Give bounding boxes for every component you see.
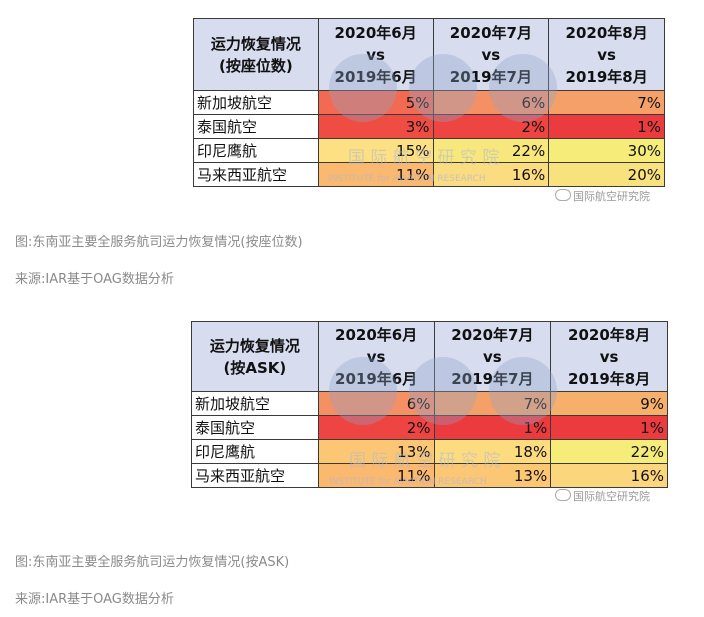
header-col-jun: 2020年6月 vs 2019年6月 — [317, 18, 434, 91]
airline-name: 新加坡航空 — [193, 90, 319, 115]
value-cell: 5% — [317, 90, 434, 115]
table: 运力恢复情况 (按ASK) 2020年6月 vs 2019年6月 2020年7月… — [191, 321, 668, 488]
table-row: 印尼鹰航 15% 22% 30% — [193, 138, 665, 163]
brand-mark: 国际航空研究院 — [555, 488, 650, 504]
value-cell: 6% — [432, 90, 550, 115]
table-row: 泰国航空 2% 1% 1% — [191, 415, 668, 440]
header-col-aug: 2020年8月 vs 2019年8月 — [550, 321, 668, 392]
table-row: 马来西亚航空 11% 16% 20% — [193, 162, 665, 187]
capacity-table-seats: 运力恢复情况 (按座位数) 2020年6月 vs 2019年6月 2020年7月… — [193, 18, 665, 190]
caption-2: 图:东南亚主要全服务航司运力恢复情况(按ASK) — [15, 555, 290, 570]
value-cell: 30% — [548, 138, 665, 163]
value-cell: 3% — [317, 114, 434, 139]
wechat-icon — [555, 489, 571, 501]
brand-mark: 国际航空研究院 — [555, 188, 650, 204]
value-cell: 1% — [548, 114, 665, 139]
table-row: 印尼鹰航 13% 18% 22% — [191, 439, 668, 464]
airline-name: 新加坡航空 — [191, 391, 319, 416]
wechat-icon — [555, 189, 571, 201]
value-cell: 1% — [433, 415, 552, 440]
table-row: 新加坡航空 5% 6% 7% — [193, 90, 665, 115]
header-col-aug: 2020年8月 vs 2019年8月 — [548, 18, 665, 91]
value-cell: 20% — [548, 162, 665, 187]
header-col-jun: 2020年6月 vs 2019年6月 — [317, 321, 435, 392]
header-metric: 运力恢复情况 (按ASK) — [191, 321, 319, 392]
airline-name: 泰国航空 — [193, 114, 319, 139]
value-cell: 11% — [317, 463, 435, 488]
table: 运力恢复情况 (按座位数) 2020年6月 vs 2019年6月 2020年7月… — [193, 18, 665, 187]
value-cell: 2% — [432, 114, 550, 139]
value-cell: 13% — [317, 439, 435, 464]
value-cell: 6% — [317, 391, 435, 416]
table-row: 泰国航空 3% 2% 1% — [193, 114, 665, 139]
value-cell: 22% — [550, 439, 668, 464]
value-cell: 7% — [433, 391, 552, 416]
capacity-table-ask: 运力恢复情况 (按ASK) 2020年6月 vs 2019年6月 2020年7月… — [191, 321, 668, 491]
caption-1: 图:东南亚主要全服务航司运力恢复情况(按座位数) — [15, 235, 303, 250]
source-2: 来源:IAR基于OAG数据分析 — [15, 592, 174, 607]
value-cell: 2% — [317, 415, 435, 440]
airline-name: 印尼鹰航 — [193, 138, 319, 163]
value-cell: 9% — [550, 391, 668, 416]
source-1: 来源:IAR基于OAG数据分析 — [15, 272, 174, 287]
value-cell: 13% — [433, 463, 552, 488]
airline-name: 印尼鹰航 — [191, 439, 319, 464]
airline-name: 马来西亚航空 — [191, 463, 319, 488]
airline-name: 泰国航空 — [191, 415, 319, 440]
value-cell: 16% — [432, 162, 550, 187]
table-row: 马来西亚航空 11% 13% 16% — [191, 463, 668, 488]
value-cell: 15% — [317, 138, 434, 163]
value-cell: 16% — [550, 463, 668, 488]
header-col-jul: 2020年7月 vs 2019年7月 — [433, 321, 552, 392]
header-col-jul: 2020年7月 vs 2019年7月 — [432, 18, 550, 91]
airline-name: 马来西亚航空 — [193, 162, 319, 187]
header-metric: 运力恢复情况 (按座位数) — [193, 18, 319, 91]
value-cell: 18% — [433, 439, 552, 464]
value-cell: 11% — [317, 162, 434, 187]
table-row: 新加坡航空 6% 7% 9% — [191, 391, 668, 416]
value-cell: 1% — [550, 415, 668, 440]
value-cell: 7% — [548, 90, 665, 115]
value-cell: 22% — [432, 138, 550, 163]
